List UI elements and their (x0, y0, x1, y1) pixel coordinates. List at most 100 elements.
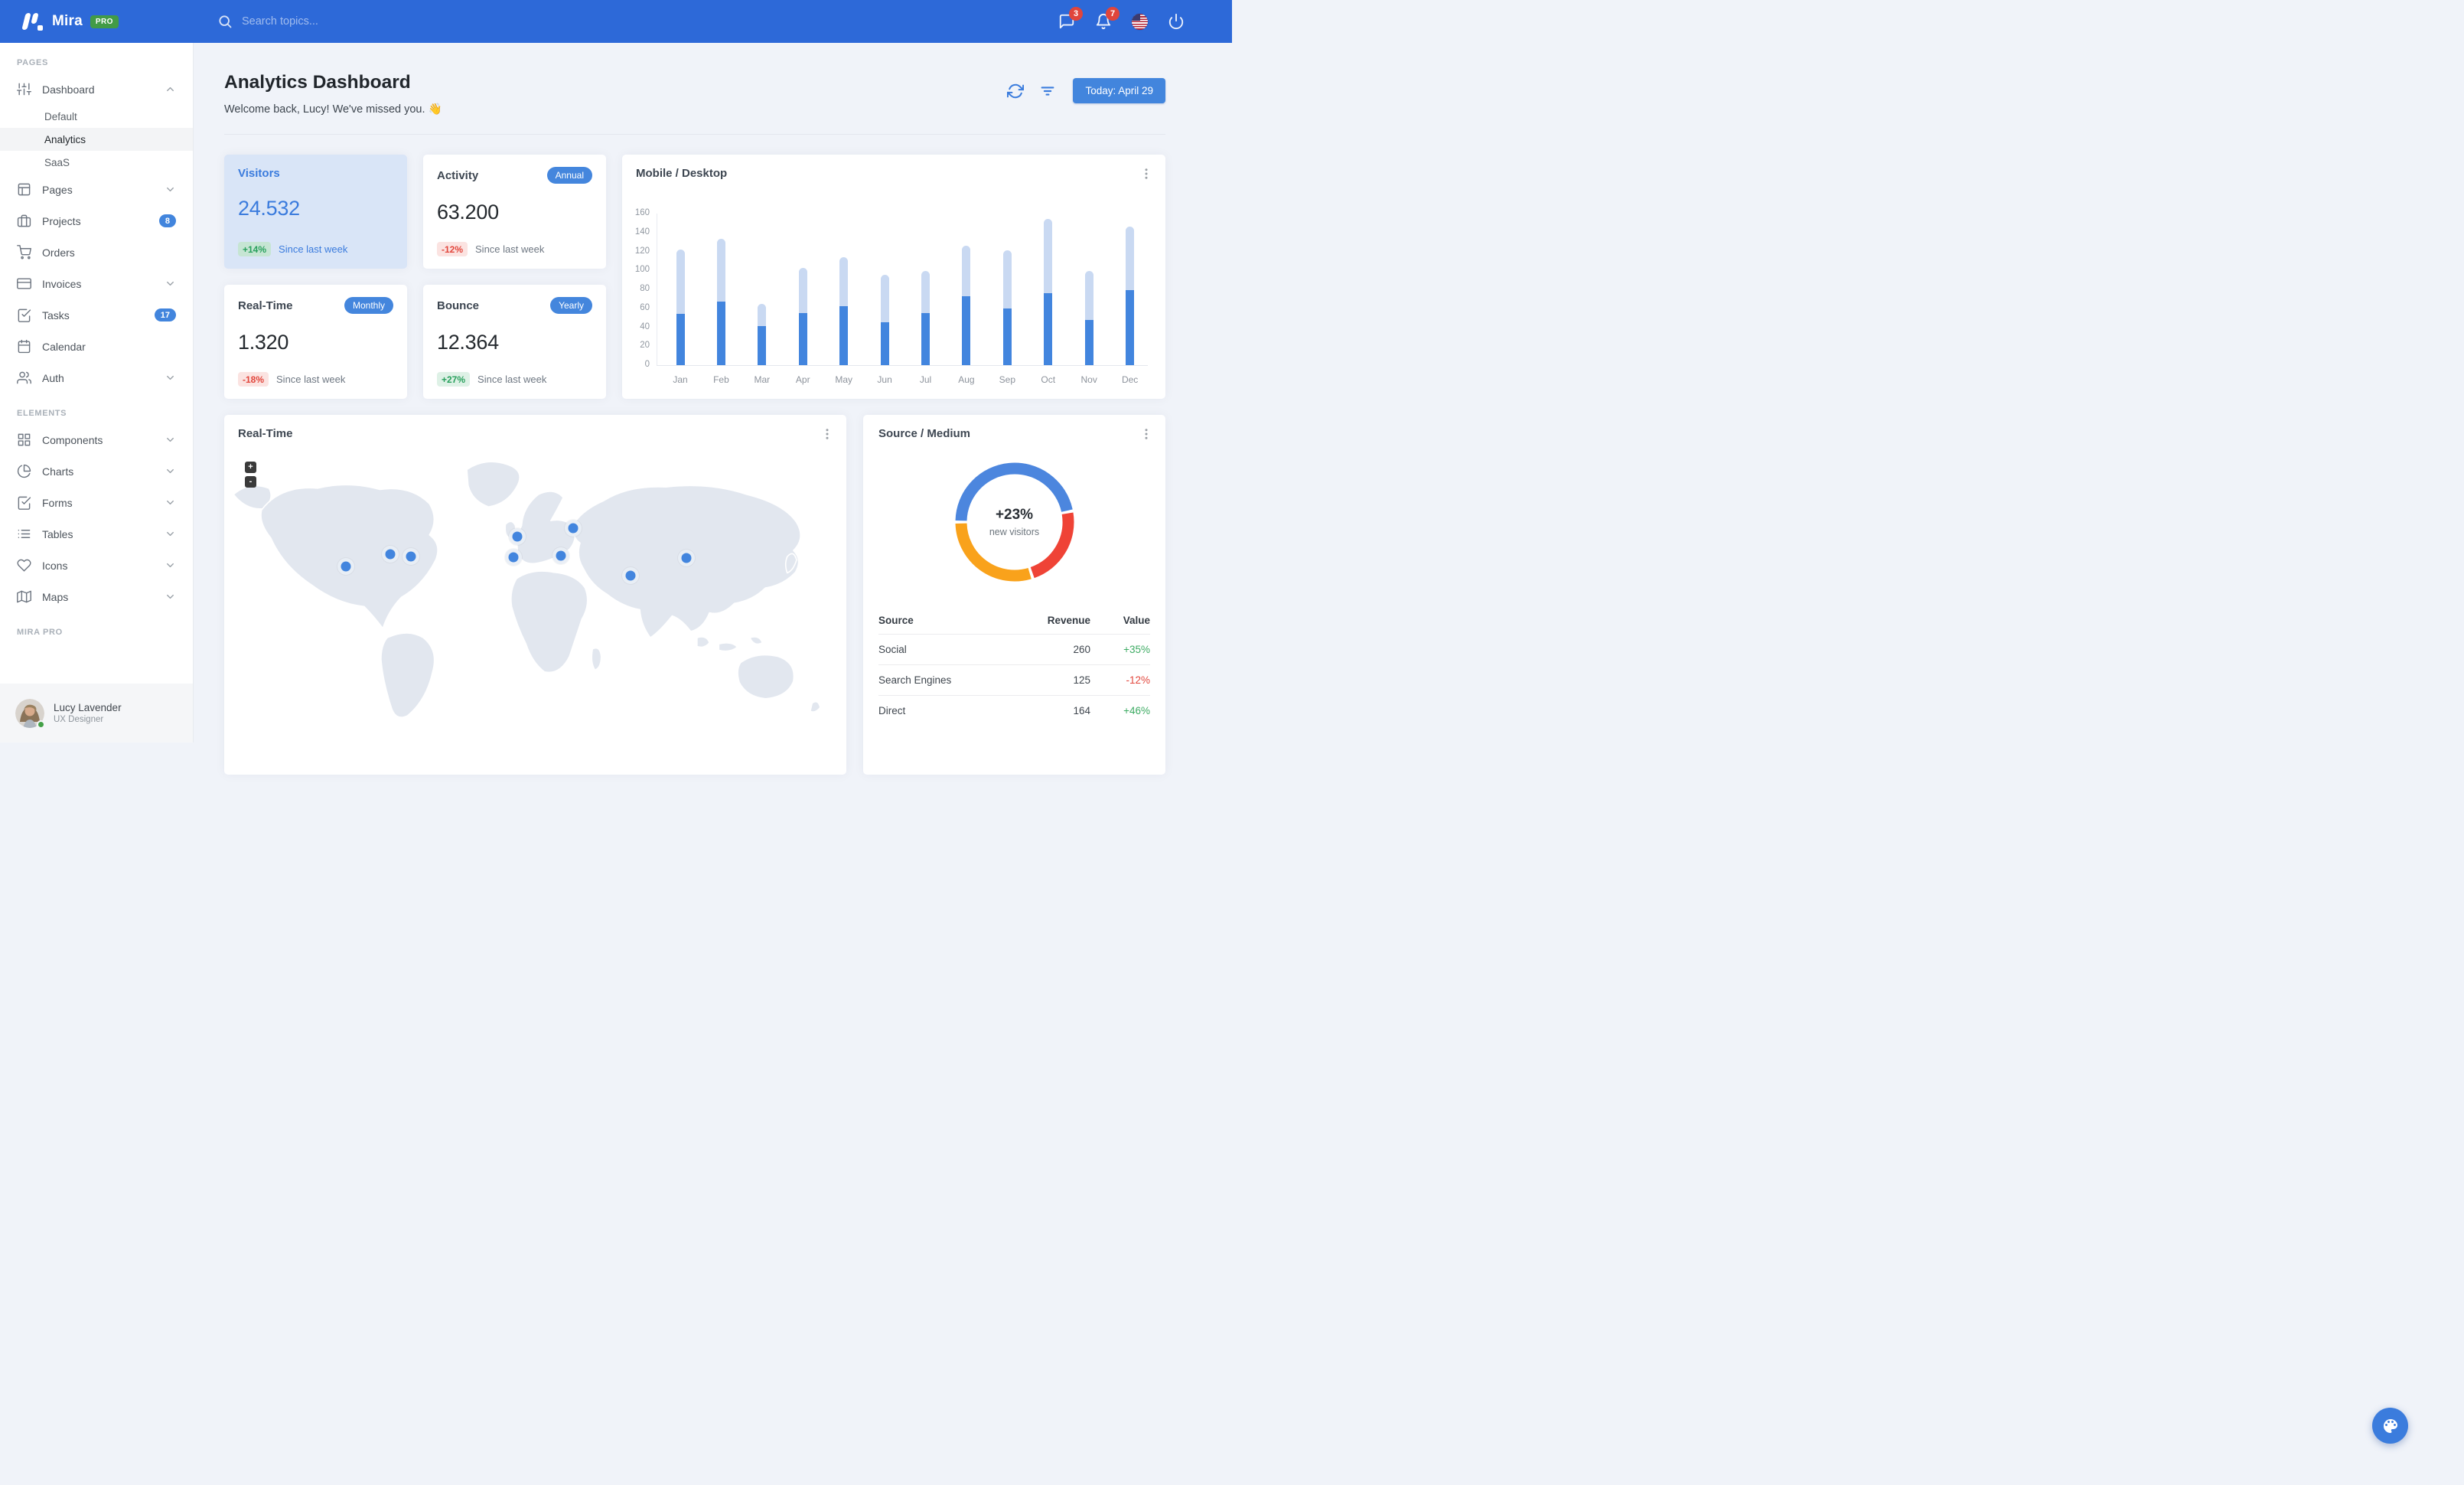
search-input[interactable] (242, 15, 441, 28)
sidebar-item-components[interactable]: Components (0, 424, 193, 455)
bar-desktop-oct (1044, 219, 1053, 365)
bar-mobile-jan (676, 314, 685, 365)
x-axis-label: Nov (1080, 374, 1097, 385)
sidebar-item-invoices[interactable]: Invoices (0, 268, 193, 299)
bar-mobile-may (839, 306, 849, 365)
stat-title: Real-Time (238, 299, 293, 312)
sidebar-item-tables[interactable]: Tables (0, 518, 193, 550)
revenue-cell: 260 (1073, 644, 1090, 655)
map-menu-button[interactable] (820, 427, 836, 442)
y-axis-tick: 40 (640, 321, 650, 331)
sidebar-item-forms[interactable]: Forms (0, 487, 193, 518)
chevron-down-icon (167, 563, 174, 568)
bar-mobile-dec (1126, 290, 1135, 365)
map-marker-9[interactable] (681, 553, 692, 563)
sidebar-item-charts[interactable]: Charts (0, 455, 193, 487)
grid-icon (18, 433, 31, 446)
donut-slice-direct[interactable] (955, 523, 1032, 582)
filter-button[interactable] (1039, 83, 1056, 100)
stat-title: Bounce (437, 299, 480, 312)
sidebar-item-default[interactable]: Default (44, 110, 77, 122)
notifications-count-badge: 7 (1106, 7, 1120, 21)
revenue-cell: 164 (1073, 705, 1090, 716)
refresh-button[interactable] (1007, 83, 1025, 100)
count-badge: 8 (158, 214, 176, 227)
map-marker-3[interactable] (406, 551, 416, 562)
kebab-icon (1145, 168, 1148, 179)
x-axis-line (657, 365, 1148, 366)
map-marker-2[interactable] (385, 549, 396, 560)
map-marker-8[interactable] (625, 570, 636, 581)
bar-desktop-sep (1002, 250, 1012, 365)
brand[interactable]: Mira PRO (20, 10, 119, 33)
map-marker-7[interactable] (556, 550, 566, 561)
sidebar-item-saas[interactable]: SaaS (44, 156, 70, 168)
y-axis-tick: 60 (640, 302, 650, 312)
sidebar-item-maps[interactable]: Maps (0, 581, 193, 612)
map-marker-5[interactable] (508, 552, 519, 563)
source-medium-card: Source / Medium +23% new visitors Source… (863, 415, 1165, 775)
bar-desktop-jun (880, 275, 889, 365)
sliders-icon (17, 83, 31, 96)
notifications-button[interactable]: 7 (1095, 7, 1120, 30)
stacked-bar-chart: 0 20 40 60 80 100 120 140 160 Jan Feb Mar Apr May Jun J… (622, 155, 1165, 399)
sign-out-button[interactable] (1168, 13, 1185, 30)
bar-mobile-feb (716, 302, 725, 365)
source-table: Source Revenue Value Social 260 +35% Search… (878, 607, 1150, 726)
date-range-button[interactable]: Today: April 29 (1073, 78, 1165, 103)
bar-mobile-jul (921, 312, 931, 365)
y-axis-tick: 140 (634, 227, 650, 237)
map-zoom-out-button[interactable]: - (245, 476, 256, 488)
sidebar-user-footer[interactable]: Lucy Lavender UX Designer (0, 684, 193, 742)
calendar-icon (18, 339, 31, 354)
stat-title: Activity (437, 168, 479, 182)
bell-icon (1096, 14, 1111, 30)
sidebar-item-label: Orders (42, 246, 75, 259)
main-content: Analytics Dashboard Welcome back, Lucy! … (194, 43, 1232, 775)
x-axis-label: Aug (958, 374, 975, 385)
delta-chip: +27% (437, 372, 471, 387)
sidebar-item-tasks[interactable]: Tasks 17 (0, 299, 193, 331)
sidebar-item-icons[interactable]: Icons (0, 550, 193, 581)
x-axis-label: Sep (999, 374, 1016, 385)
users-icon (17, 371, 31, 384)
donut-slice-search-engines[interactable] (1029, 512, 1074, 579)
y-axis-tick: 0 (644, 360, 650, 369)
map-zoom-in-button[interactable]: + (245, 462, 256, 473)
col-header-revenue: Revenue (1047, 615, 1090, 626)
x-axis-label: Jun (877, 374, 892, 385)
world-map (224, 451, 846, 725)
sidebar-section-elements: ELEMENTS (17, 409, 67, 418)
sidebar-item-label: Dashboard (42, 83, 95, 96)
source-menu-button[interactable] (1139, 427, 1155, 442)
sidebar-item-label: Components (42, 433, 103, 446)
sidebar-item-orders[interactable]: Orders (0, 237, 193, 268)
col-header-value: Value (1123, 615, 1150, 626)
donut-slice-social[interactable] (955, 462, 1073, 521)
pie-chart-icon (17, 464, 31, 478)
search-icon (219, 15, 232, 28)
map-marker-4[interactable] (512, 531, 523, 542)
user-role: UX Designer (54, 715, 104, 724)
language-flag-us[interactable] (1132, 13, 1148, 30)
sidebar-item-projects[interactable]: Projects 8 (0, 205, 193, 237)
sidebar-item-dashboard[interactable]: Dashboard (0, 73, 193, 105)
messages-button[interactable]: 3 (1058, 7, 1083, 30)
shopping-cart-icon (17, 245, 31, 259)
map-marker-1[interactable] (341, 561, 351, 572)
avatar (15, 698, 45, 729)
map-marker-6[interactable] (568, 523, 579, 534)
period-badge: Annual (546, 167, 592, 184)
world-map-graphic (233, 461, 821, 718)
sidebar-item-auth[interactable]: Auth (0, 362, 193, 393)
chart-menu-button[interactable] (1139, 167, 1155, 182)
brand-name: Mira (52, 13, 83, 29)
sidebar-item-pages[interactable]: Pages (0, 174, 193, 205)
list-icon (18, 530, 31, 538)
sidebar-section-pages: PAGES (17, 58, 48, 67)
sidebar-item-calendar[interactable]: Calendar (0, 331, 193, 362)
sidebar: PAGES Dashboard Default Analytics SaaS Pages P… (0, 43, 194, 742)
theme-customizer-fab[interactable] (2372, 1408, 2408, 1444)
sidebar-item-analytics[interactable]: Analytics (0, 128, 193, 151)
x-axis-label: May (835, 374, 852, 385)
